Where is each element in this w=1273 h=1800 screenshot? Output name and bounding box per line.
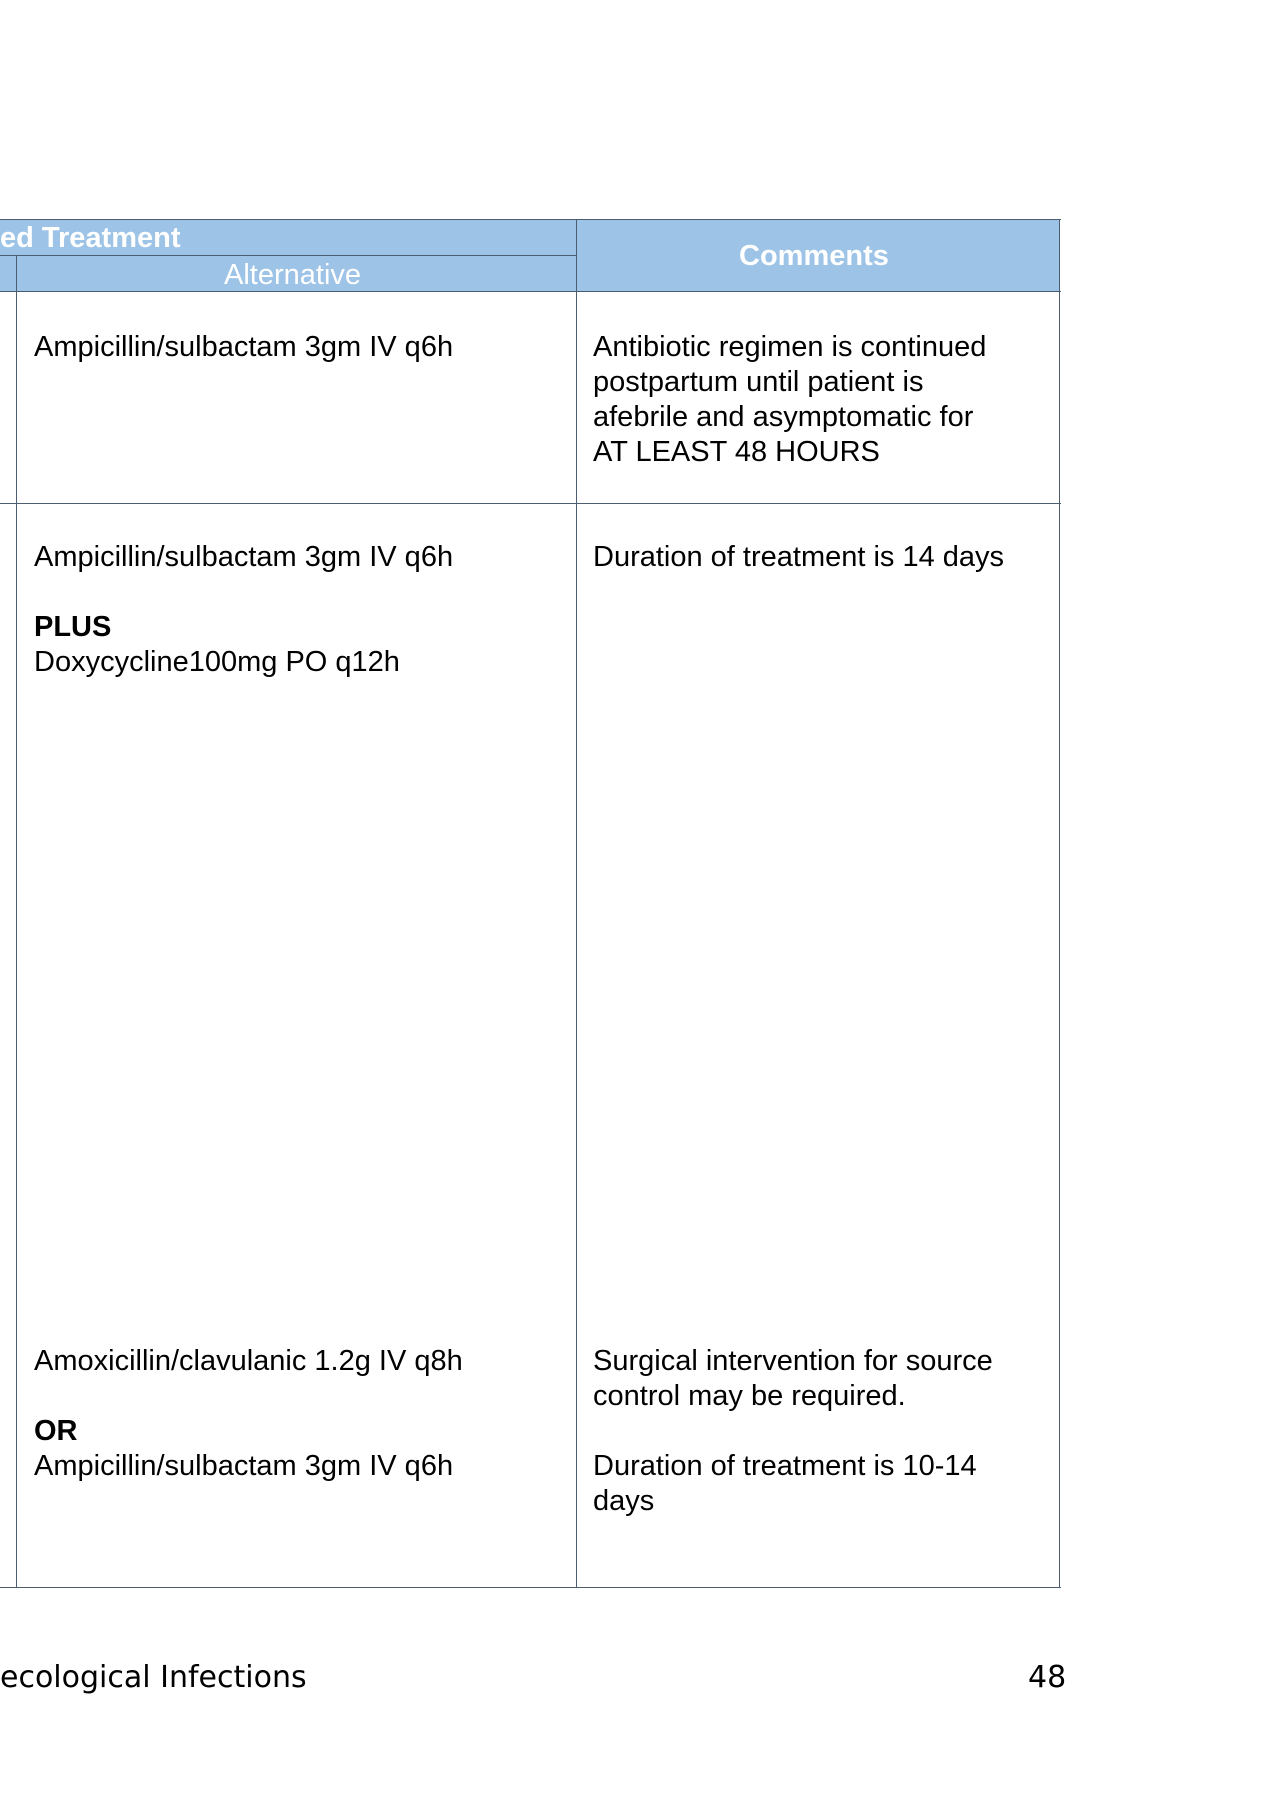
- row2-comment-line: Duration of treatment is 14 days: [593, 541, 1005, 573]
- row3-alternative-line1: Amoxicillin/clavulanic 1.2g IV q8h: [34, 1345, 463, 1377]
- header-group-title: ed Treatment: [0, 222, 181, 254]
- row2-alternative-line2: Doxycycline100mg PO q12h: [34, 646, 400, 678]
- row2-alternative: Ampicillin/sulbactam 3gm IV q6h PLUS Dox…: [34, 540, 453, 680]
- table-bottom-border: [0, 1587, 1061, 1588]
- row3-comment-line: Surgical intervention for source: [593, 1345, 993, 1377]
- row3-connector: OR: [34, 1415, 78, 1447]
- row3-alternative: Amoxicillin/clavulanic 1.2g IV q8h OR Am…: [34, 1344, 463, 1484]
- column-divider-left: [16, 255, 17, 1588]
- row3-alternative-line2: Ampicillin/sulbactam 3gm IV q6h: [34, 1450, 454, 1482]
- footer-page-number: 48: [1028, 1660, 1067, 1695]
- table-top-border: [0, 219, 1061, 220]
- header-subdivider: [0, 255, 577, 256]
- row3-comment-line: control may be required.: [593, 1380, 906, 1412]
- column-divider-middle: [576, 219, 577, 1588]
- header-comments: Comments: [739, 240, 889, 272]
- row1-comment-line: Antibiotic regimen is continued: [593, 331, 987, 363]
- header-background: [0, 220, 1060, 292]
- row1-alternative: Ampicillin/sulbactam 3gm IV q6h: [34, 330, 453, 365]
- header-bottom-border: [0, 291, 1061, 292]
- row2-connector: PLUS: [34, 611, 112, 643]
- row3-comment-line: Duration of treatment is 10-14: [593, 1450, 977, 1482]
- row1-comments: Antibiotic regimen is continued postpart…: [593, 330, 986, 470]
- row1-alternative-line: Ampicillin/sulbactam 3gm IV q6h: [34, 331, 454, 363]
- row2-alternative-line1: Ampicillin/sulbactam 3gm IV q6h: [34, 541, 454, 573]
- row3-comment-line: days: [593, 1485, 655, 1517]
- row2-comments: Duration of treatment is 14 days: [593, 540, 1004, 575]
- table-right-border: [1059, 219, 1060, 1588]
- row1-comment-line: postpartum until patient is: [593, 366, 924, 398]
- row1-comment-line: AT LEAST 48 HOURS: [593, 436, 880, 468]
- header-alternative: Alternative: [224, 259, 362, 291]
- row-divider-1: [0, 503, 1061, 504]
- footer-section-title: ecological Infections: [0, 1660, 307, 1695]
- row3-comments: Surgical intervention for source control…: [593, 1344, 993, 1519]
- row1-comment-line: afebrile and asymptomatic for: [593, 401, 974, 433]
